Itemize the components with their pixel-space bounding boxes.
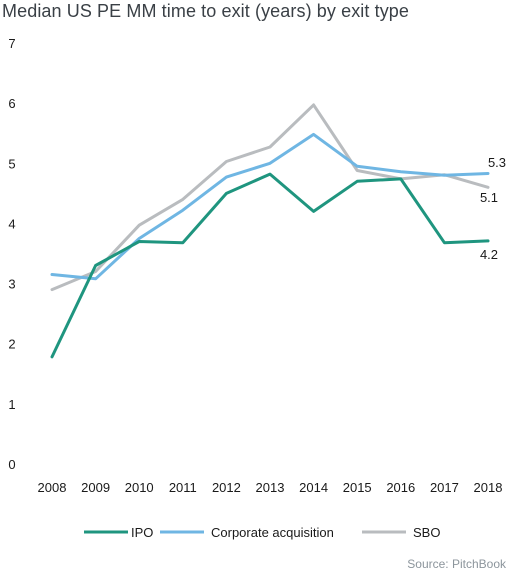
y-tick-label: 0	[8, 457, 15, 472]
x-tick-label: 2011	[169, 480, 197, 495]
x-tick-label: 2015	[343, 480, 372, 495]
end-labels: 5.3 5.1 4.2	[480, 155, 506, 262]
end-value-label: 5.1	[480, 190, 498, 205]
legend-label: Corporate acquisition	[211, 525, 334, 540]
y-tick-label: 6	[8, 96, 15, 111]
chart-title: Median US PE MM time to exit (years) by …	[2, 1, 410, 21]
y-tick-label: 3	[8, 277, 15, 292]
x-tick-label: 2010	[125, 480, 154, 495]
x-tick-label: 2018	[474, 480, 503, 495]
legend: IPO Corporate acquisition SBO	[84, 525, 440, 540]
x-axis: 2008 2009 2010 2011 2012 2013 2014 2015 2016 2017…	[38, 480, 503, 495]
legend-label: SBO	[413, 525, 440, 540]
legend-label: IPO	[131, 525, 153, 540]
end-value-label: 5.3	[488, 155, 506, 170]
series-line-sbo	[50, 103, 490, 292]
x-tick-label: 2008	[38, 480, 67, 495]
y-tick-label: 5	[8, 156, 15, 171]
y-tick-label: 4	[8, 216, 15, 231]
x-tick-label: 2013	[256, 480, 285, 495]
y-axis: 0 1 2 3 4 5 6 7	[8, 36, 15, 472]
x-tick-label: 2016	[386, 480, 415, 495]
source-note: Source: PitchBook	[407, 557, 506, 571]
series-line-corporate-acquisition	[50, 132, 490, 281]
y-tick-label: 2	[8, 337, 15, 352]
end-value-label: 4.2	[480, 247, 498, 262]
x-tick-label: 2017	[430, 480, 459, 495]
y-tick-label: 7	[8, 36, 15, 51]
x-tick-label: 2009	[81, 480, 110, 495]
series-line-ipo	[50, 172, 490, 359]
x-tick-label: 2012	[212, 480, 241, 495]
x-tick-label: 2014	[299, 480, 328, 495]
y-tick-label: 1	[8, 397, 15, 412]
series-lines	[50, 103, 490, 359]
